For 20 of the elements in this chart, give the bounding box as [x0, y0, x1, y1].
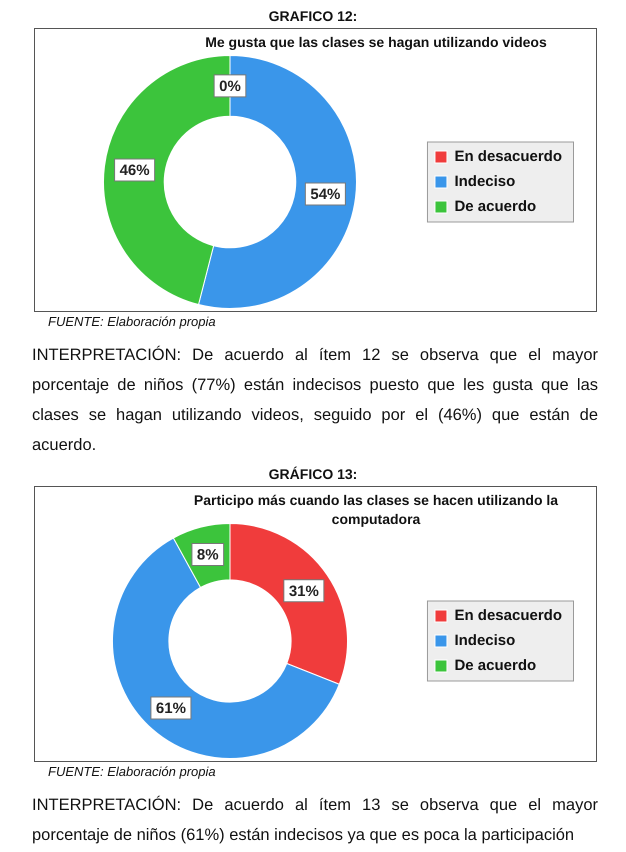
- legend-label: De acuerdo: [454, 657, 536, 674]
- source-note: FUENTE: Elaboración propia: [48, 314, 216, 330]
- chart-subtitle: Me gusta que las clases se hagan utilizando videos: [204, 33, 548, 52]
- data-label: 8%: [196, 546, 219, 564]
- legend-label: En desacuerdo: [454, 607, 562, 624]
- data-label: 31%: [288, 582, 319, 600]
- legend-label: Indeciso: [454, 632, 516, 650]
- data-label: 46%: [120, 162, 150, 180]
- source-note: FUENTE: Elaboración propia: [48, 764, 216, 780]
- chart-title: GRÁFICO 13:: [268, 466, 358, 482]
- text: 0%: [219, 78, 241, 95]
- chart-title: GRAFICO 12:: [268, 8, 358, 24]
- data-label: 54%: [310, 186, 340, 204]
- chart-subtitle: Participo más cuando las clases se hacen utilizando la computadora: [192, 491, 560, 529]
- text: INTERPRETACIÓN: De acuerdo al ítem 13 se observa que el mayor porcentaje de niños (61%) están indecisos ya que es poca la participación: [32, 794, 598, 846]
- legend-label: De acuerdo: [454, 198, 536, 216]
- text: INTERPRETACIÓN: De acuerdo al ítem 12 se observa que el mayor porcentaje de niños (77%) están indecisos puesto que les gusta que las clases se hagan utilizando videos, seguido por el (46%) que están de acuerdo.: [32, 344, 598, 456]
- legend-label: Indeciso: [454, 173, 516, 190]
- legend-label: En desacuerdo: [454, 148, 562, 166]
- data-label: 61%: [156, 700, 186, 718]
